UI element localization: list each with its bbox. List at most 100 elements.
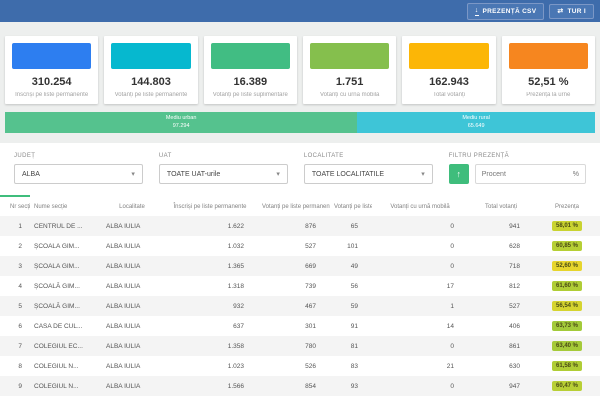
cell-localitate: ALBA IULIA <box>106 242 141 250</box>
table-row[interactable]: 9 COLEGIUL N... ALBA IULIA 1.566 854 93 0 947 60… <box>0 376 600 396</box>
cell-inscrisi: 1.023 <box>227 362 244 370</box>
judet-label: JUDEȚ <box>14 153 36 159</box>
top-header-bar: ↓ PREZENȚĂ CSV ⇄ TUR I <box>0 0 600 22</box>
cell-urna: 0 <box>450 242 454 250</box>
column-header[interactable]: Votanți pe liste permanente <box>262 203 330 210</box>
cell-permanente: 527 <box>305 242 316 250</box>
prezenta-input-wrap: % <box>474 164 586 184</box>
filter-judet: JUDEȚ ALBA ▾ <box>14 153 143 184</box>
cell-nr: 1 <box>18 222 22 230</box>
presence-badge: 58,01 % <box>551 221 583 231</box>
cell-localitate: ALBA IULIA <box>102 396 162 400</box>
cell-nume: COLEGIUL N... <box>30 396 102 400</box>
cell-suplimentare: 56 <box>350 282 358 290</box>
cell-suplimentare: 49 <box>350 262 358 270</box>
cell-permanente: 301 <box>305 322 316 330</box>
table-row[interactable]: 4 ȘCOALĂ GIM... ALBA IULIA 1.318 739 56 17 812 6… <box>0 276 600 296</box>
cell-permanente: 652 <box>258 396 330 400</box>
column-header[interactable]: Nr secție <box>0 195 30 216</box>
column-header[interactable]: Votanți cu urnă mobilă <box>390 203 450 210</box>
cell-nume: CENTRUL DE ... <box>34 222 83 230</box>
cell-nr: 3 <box>18 262 22 270</box>
cell-urna: 0 <box>450 222 454 230</box>
card-color-bar <box>309 43 390 69</box>
cell-total: 628 <box>509 242 520 250</box>
cell-total: 406 <box>509 322 520 330</box>
column-header[interactable]: Nume secție <box>34 203 68 210</box>
urban-value: 97.294 <box>172 122 190 129</box>
tur-button[interactable]: ⇄ TUR I <box>549 3 594 19</box>
cell-prezenta: 61,58 % <box>534 356 600 376</box>
cell-permanente: 526 <box>305 362 316 370</box>
card-label: Votanți pe liste permanente <box>114 92 188 98</box>
cell-urna: 1 <box>450 302 454 310</box>
cell-permanente: 739 <box>305 282 316 290</box>
column-header[interactable]: Localitate <box>119 203 145 210</box>
cell-prezenta: 56,54 % <box>534 296 600 316</box>
localitate-select[interactable]: TOATE LOCALITATILE ▾ <box>303 164 433 184</box>
table-row[interactable]: 2 ȘCOALA GIM... ALBA IULIA 1.032 527 101 0 628 6… <box>0 236 600 256</box>
card-value: 52,51 % <box>528 76 569 88</box>
results-table: Nr secție Nume secție Localitate Înscriși p… <box>0 195 600 400</box>
prezenta-direction-toggle[interactable]: ↑ <box>448 164 469 184</box>
table-row[interactable]: 6 CASA DE CUL... ALBA IULIA 637 301 91 14 406 63… <box>0 316 600 336</box>
card-color-bar <box>111 43 191 69</box>
card-value: 16.389 <box>233 76 268 88</box>
cell-suplimentare: 130 <box>330 396 372 400</box>
presence-badge: 63,73 % <box>551 321 583 331</box>
judet-select[interactable]: ALBA ▾ <box>14 164 143 184</box>
cell-total: 782 <box>468 396 534 400</box>
card-label: Votanți pe liste suplimentare <box>212 92 288 98</box>
cell-inscrisi: 637 <box>233 322 244 330</box>
stat-card-votanti-suplimentare: 16.389 Votanți pe liste suplimentare <box>203 36 297 104</box>
cell-localitate: ALBA IULIA <box>106 222 141 230</box>
cell-urna: 0 <box>450 262 454 270</box>
cell-suplimentare: 101 <box>347 242 358 250</box>
presence-badge: 61,58 % <box>551 361 583 371</box>
cell-urna: 0 <box>372 396 468 400</box>
cell-prezenta: 60,85 % <box>534 236 600 256</box>
column-header[interactable]: Înscriși pe liste permanente <box>173 203 247 210</box>
column-header[interactable]: Prezența <box>554 203 579 210</box>
cell-nume: COLEGIUL N... <box>34 382 79 390</box>
localitate-value: TOATE LOCALITATILE <box>311 170 385 178</box>
table-row[interactable]: 5 ȘCOALĂ GIM... ALBA IULIA 932 467 59 1 527 56,5… <box>0 296 600 316</box>
stat-card-urna-mobila: 1.751 Votanți cu urnă mobilă <box>302 36 397 104</box>
swap-icon: ⇄ <box>557 7 564 15</box>
urban-label: Mediu urban <box>165 115 197 122</box>
judet-value: ALBA <box>22 170 40 178</box>
uat-value: TOATE UAT-urile <box>166 170 221 178</box>
cell-nr: 8 <box>18 362 22 370</box>
presence-badge: 56,54 % <box>551 301 583 311</box>
cell-prezenta: 60,47 % <box>534 376 600 396</box>
prezenta-percent-input[interactable] <box>481 170 573 178</box>
cell-nr: 4 <box>18 282 22 290</box>
table-row[interactable]: 7 COLEGIUL EC... ALBA IULIA 1.358 780 81 0 861 6… <box>0 336 600 356</box>
cell-total: 941 <box>509 222 520 230</box>
table-row[interactable]: 1 CENTRUL DE ... ALBA IULIA 1.622 876 65 0 941 5… <box>0 216 600 236</box>
column-header[interactable]: Votanți pe liste suplimentare <box>334 203 372 210</box>
chevron-down-icon: ▾ <box>421 171 425 178</box>
prezenta-csv-button[interactable]: ↓ PREZENȚĂ CSV <box>466 2 545 20</box>
table-row[interactable]: 8 COLEGIUL N... ALBA IULIA 1.023 526 83 21 630 6… <box>0 356 600 376</box>
filters-row: JUDEȚ ALBA ▾ UAT TOATE UAT-urile ▾ LOCAL… <box>0 143 600 193</box>
urban-segment: Mediu urban 97.294 <box>5 112 358 133</box>
column-header[interactable]: Total votanți <box>484 203 518 210</box>
cell-localitate: ALBA IULIA <box>106 362 141 370</box>
cell-inscrisi: 1.032 <box>227 242 244 250</box>
cell-permanente: 876 <box>305 222 316 230</box>
percent-suffix: % <box>572 170 579 178</box>
cell-prezenta: 52,60 % <box>534 256 600 276</box>
stat-card-prezenta: 52,51 % Prezența la urne <box>501 36 595 104</box>
cell-localitate: ALBA IULIA <box>106 302 141 310</box>
cell-localitate: ALBA IULIA <box>106 342 141 350</box>
table-row[interactable]: 10COLEGIUL N...ALBA IULIA1.4446521300782… <box>0 396 600 400</box>
uat-select[interactable]: TOATE UAT-urile ▾ <box>158 164 288 184</box>
cell-urna: 0 <box>450 382 454 390</box>
cell-nume: CASA DE CUL... <box>34 322 83 330</box>
card-value: 1.751 <box>335 76 364 88</box>
cell-nr: 5 <box>18 302 22 310</box>
cell-urna: 14 <box>446 322 454 330</box>
stat-cards-row: 310.254 Înscriși pe liste permanente 144… <box>0 36 600 104</box>
table-row[interactable]: 3 ȘCOALA GIM... ALBA IULIA 1.365 669 49 0 718 52… <box>0 256 600 276</box>
